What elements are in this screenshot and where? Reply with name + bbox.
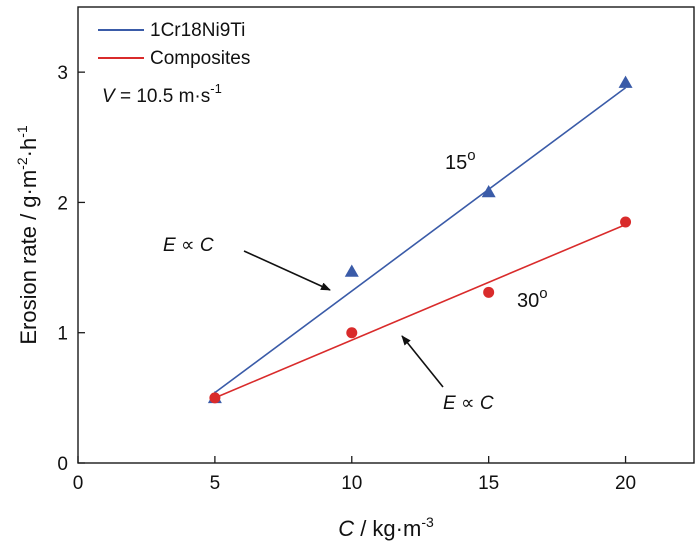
legend-label-1cr18ni9ti: 1Cr18Ni9Ti [150,20,245,41]
point-composites [209,392,221,404]
plot-frame [77,6,695,464]
legend: 1Cr18Ni9Ti Composites [98,20,250,69]
x-axis-label: C / kg·m-3 [338,514,434,541]
x-axis-ticks: 0 5 10 15 20 [73,456,636,494]
angle-label-15: 15o [445,147,476,174]
point-composites [483,286,495,298]
plot-frame-group [77,6,695,464]
annotation-arrow-upper [243,250,331,291]
y-tick-label: 1 [57,324,68,345]
x-tick-label: 5 [210,473,221,494]
point-1cr18ni9ti [481,185,496,198]
annotation-proportional-upper: E ∝ C [163,235,214,256]
point-composites [346,327,358,339]
x-tick-label: 15 [478,473,499,494]
x-tick-label: 10 [341,473,362,494]
annotation-proportional-lower: E ∝ C [443,393,494,414]
point-1cr18ni9ti [344,264,359,277]
y-tick-label: 3 [57,63,68,84]
x-tick-label: 0 [73,473,84,494]
y-axis-ticks: 0 1 2 3 [57,63,85,475]
fit-line-composites [214,223,626,399]
velocity-note: V = 10.5 m·s-1 [102,81,222,107]
fit-lines [214,87,627,399]
fit-line-1cr18ni9ti [214,87,627,394]
y-axis-label: Erosion rate / g·m-2·h-1 [14,125,41,345]
legend-label-composites: Composites [150,48,250,69]
y-tick-label: 2 [57,193,68,214]
x-tick-label: 20 [615,473,636,494]
angle-label-30: 30o [517,285,548,312]
y-tick-label: 0 [57,454,68,475]
annotation-arrow-lower [401,335,444,388]
point-1cr18ni9ti [618,75,633,88]
point-composites [620,216,632,228]
data-points [207,75,633,404]
